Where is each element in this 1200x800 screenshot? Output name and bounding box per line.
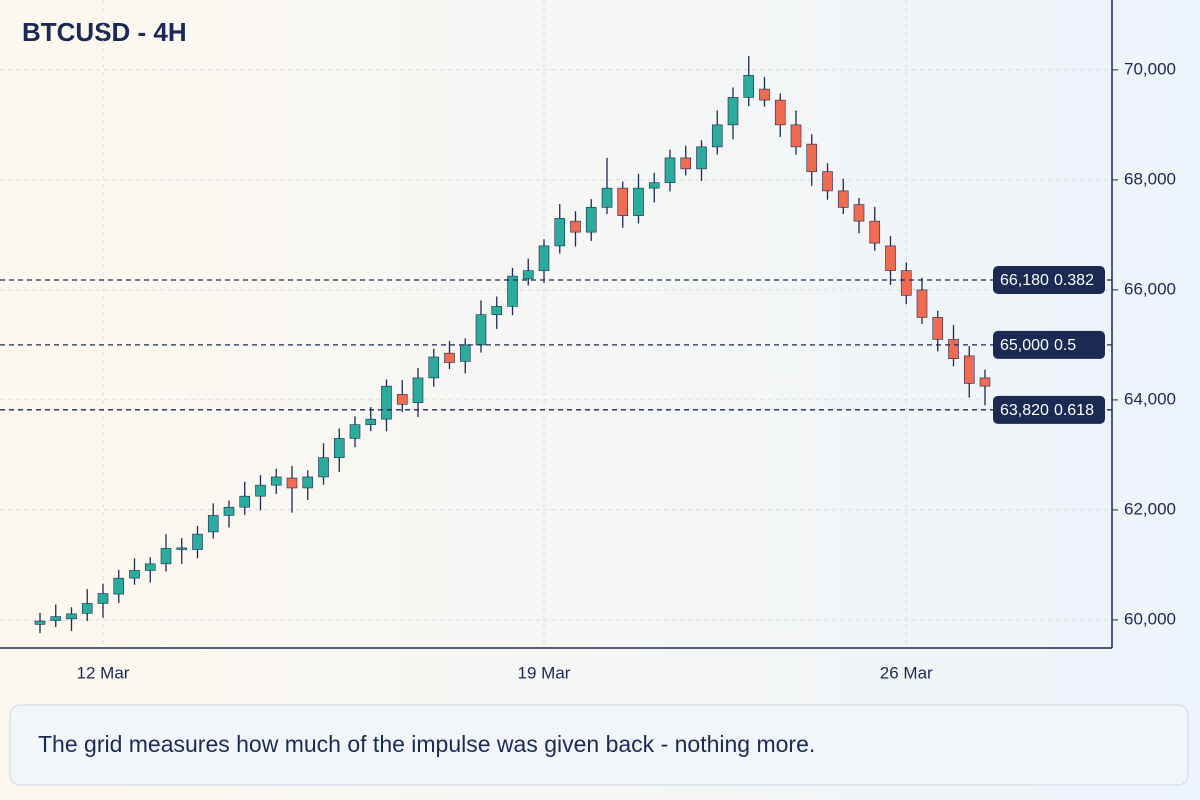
candle-body [66, 613, 77, 620]
candle-body [822, 171, 833, 192]
candle-body [585, 207, 597, 233]
candle-body [711, 124, 723, 148]
candle-body [759, 88, 770, 101]
candle-body [932, 317, 944, 340]
candle-body [444, 352, 455, 363]
chart-title: BTCUSD - 4H [22, 17, 187, 47]
candle-body [696, 146, 707, 170]
candle-body [396, 394, 408, 405]
fib-label-box [993, 265, 1105, 294]
candle-body [806, 143, 818, 172]
candle-body [617, 187, 629, 216]
candle-body [948, 339, 959, 359]
candle-body [239, 495, 251, 508]
candle-body [774, 99, 786, 126]
candle-body [365, 418, 377, 425]
y-tick-label: 70,000 [1124, 59, 1176, 78]
candle-body [869, 220, 881, 244]
candle-body [680, 157, 692, 170]
candle-body [81, 603, 93, 614]
y-tick-label: 68,000 [1124, 169, 1176, 188]
candle-body [318, 457, 329, 478]
candle-body [270, 476, 282, 486]
fib-label-box [993, 330, 1105, 359]
fib-label-box [993, 395, 1105, 424]
candle-body [491, 306, 503, 315]
candle-body [428, 356, 440, 379]
candle-body [207, 515, 219, 533]
candle-body [554, 218, 566, 247]
candle-body [144, 563, 156, 571]
candle-body [743, 75, 755, 98]
candle-body [727, 97, 739, 126]
y-tick-label: 60,000 [1124, 609, 1176, 628]
candle-body [475, 314, 487, 346]
y-tick-label: 66,000 [1124, 279, 1176, 298]
candle-body [223, 506, 235, 516]
fib-ratio: 0.5 [1054, 337, 1076, 354]
candle-body [50, 616, 62, 621]
candle-body [302, 476, 314, 489]
candle-body [129, 570, 140, 579]
candle-body [97, 593, 109, 604]
candle-body [979, 377, 991, 387]
candle-body [192, 533, 203, 550]
candle-body [113, 577, 125, 595]
candle-body [255, 484, 266, 497]
candle-body [570, 220, 581, 233]
candle-body [963, 355, 975, 384]
fib-label: 66,180 0.382 [1000, 272, 1094, 289]
candle-body [790, 124, 802, 148]
x-tick-label: 12 Mar [77, 663, 130, 682]
candle-body [349, 424, 361, 439]
candle-body [333, 438, 345, 458]
candle-body [34, 620, 46, 625]
y-tick-label: 62,000 [1124, 499, 1176, 518]
candle-body [853, 204, 865, 222]
x-tick-label: 26 Mar [880, 663, 933, 682]
candle-body [900, 270, 912, 296]
fib-price: 65,000 [1000, 337, 1049, 354]
fib-price: 66,180 [1000, 272, 1049, 289]
candle-body [459, 344, 471, 362]
candle-body [885, 245, 896, 271]
candle-body [176, 547, 188, 550]
candle-body [381, 385, 392, 420]
candle-body [837, 190, 849, 208]
candle-body [507, 275, 518, 307]
fib-ratio: 0.618 [1054, 402, 1094, 419]
candle-body [538, 245, 550, 271]
candle-body [412, 377, 424, 403]
candle-body [633, 187, 644, 216]
fib-price: 63,820 [1000, 402, 1049, 419]
fib-label: 65,000 0.5 [1000, 337, 1076, 354]
caption-box [9, 704, 1189, 786]
x-tick-label: 19 Mar [518, 663, 571, 682]
candle-body [522, 270, 534, 280]
candle-body [286, 477, 298, 489]
fib-ratio: 0.382 [1054, 272, 1094, 289]
candle-body [648, 182, 660, 189]
candle-body [664, 157, 676, 183]
caption: The grid measures how much of the impuls… [38, 731, 815, 757]
candle-body [160, 548, 172, 565]
fib-label: 63,820 0.618 [1000, 402, 1094, 419]
y-tick-label: 64,000 [1124, 389, 1176, 408]
candle-body [601, 187, 613, 208]
candle-body [916, 289, 928, 318]
